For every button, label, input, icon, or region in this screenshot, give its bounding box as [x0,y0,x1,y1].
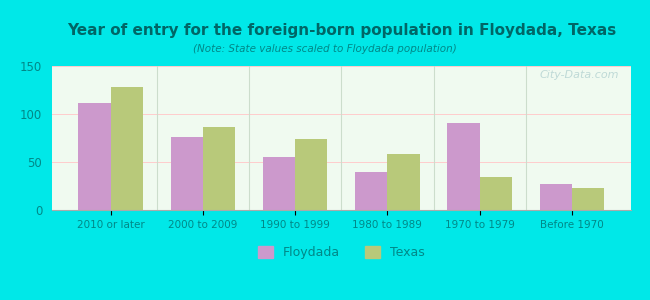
Text: City-Data.com: City-Data.com [540,70,619,80]
Bar [203,128,235,210]
Bar [540,184,572,210]
Bar [111,87,143,210]
Legend: Floydada, Texas: Floydada, Texas [253,241,430,264]
Bar [572,188,604,210]
Bar [263,157,295,210]
Bar [480,177,512,210]
Bar [355,172,387,210]
Bar [170,137,203,210]
Text: (Note: State values scaled to Floydada population): (Note: State values scaled to Floydada p… [193,44,457,53]
Bar [295,139,328,210]
Title: Year of entry for the foreign-born population in Floydada, Texas: Year of entry for the foreign-born popul… [66,23,616,38]
Bar [78,103,111,210]
Bar [447,123,480,210]
Bar [387,154,420,210]
